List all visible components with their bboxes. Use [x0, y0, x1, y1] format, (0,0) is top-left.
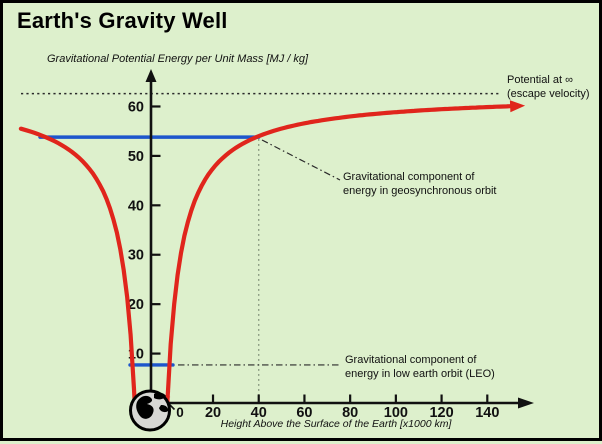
y-axis-title: Gravitational Potential Energy per Unit …	[47, 53, 309, 65]
x-tick-label: 120	[429, 405, 453, 421]
potential-curve-right	[165, 104, 513, 406]
annotation-line: (escape velocity)	[507, 87, 590, 100]
earth-continent-north	[154, 392, 166, 400]
x-tick-label: 140	[475, 405, 499, 421]
x-axis-title: Height Above the Surface of the Earth [x…	[220, 418, 452, 430]
potential-curve-left	[18, 126, 137, 406]
y-axis-arrowhead	[145, 69, 157, 82]
earth-continent-americas	[136, 395, 154, 419]
x-tick-label: 100	[384, 405, 408, 421]
y-tick-label: 50	[128, 149, 144, 165]
x-tick-label: 80	[342, 405, 358, 421]
x-tick-label: 60	[296, 405, 312, 421]
gravity-well-figure: 10 20 30 40 50 60 20 40 60 80 100 120 140 0 Earth's G…	[3, 3, 599, 438]
y-tick-label: 30	[128, 248, 144, 264]
y-tick-label: 20	[128, 297, 144, 313]
annotation-geosynchronous-orbit: Gravitational component of energy in geo…	[343, 171, 496, 198]
annotation-line: Potential at ∞	[507, 74, 573, 86]
x-tick-label: 20	[205, 405, 221, 421]
y-tick-label: 40	[128, 198, 144, 214]
annotation-line: energy in geosynchronous orbit	[343, 184, 497, 197]
y-tick-label: 60	[128, 99, 144, 115]
potential-curve-arrowhead	[509, 100, 526, 113]
x-tick-label: 40	[251, 405, 267, 421]
annotation-low-earth-orbit: Gravitational component of energy in low…	[345, 354, 495, 381]
page-title: Earth's Gravity Well	[17, 8, 228, 33]
geo-annotation-pointer-line	[261, 139, 341, 181]
x-axis-arrowhead	[518, 397, 534, 409]
x-origin-label: 0	[176, 405, 184, 420]
annotation-line: Gravitational component of	[343, 171, 475, 183]
earth-continent-east	[159, 404, 169, 413]
annotation-line: energy in low earth orbit (LEO)	[345, 367, 495, 380]
annotation-potential-at-infinity: Potential at ∞ (escape velocity)	[507, 74, 590, 101]
annotation-line: Gravitational component of	[345, 354, 477, 366]
